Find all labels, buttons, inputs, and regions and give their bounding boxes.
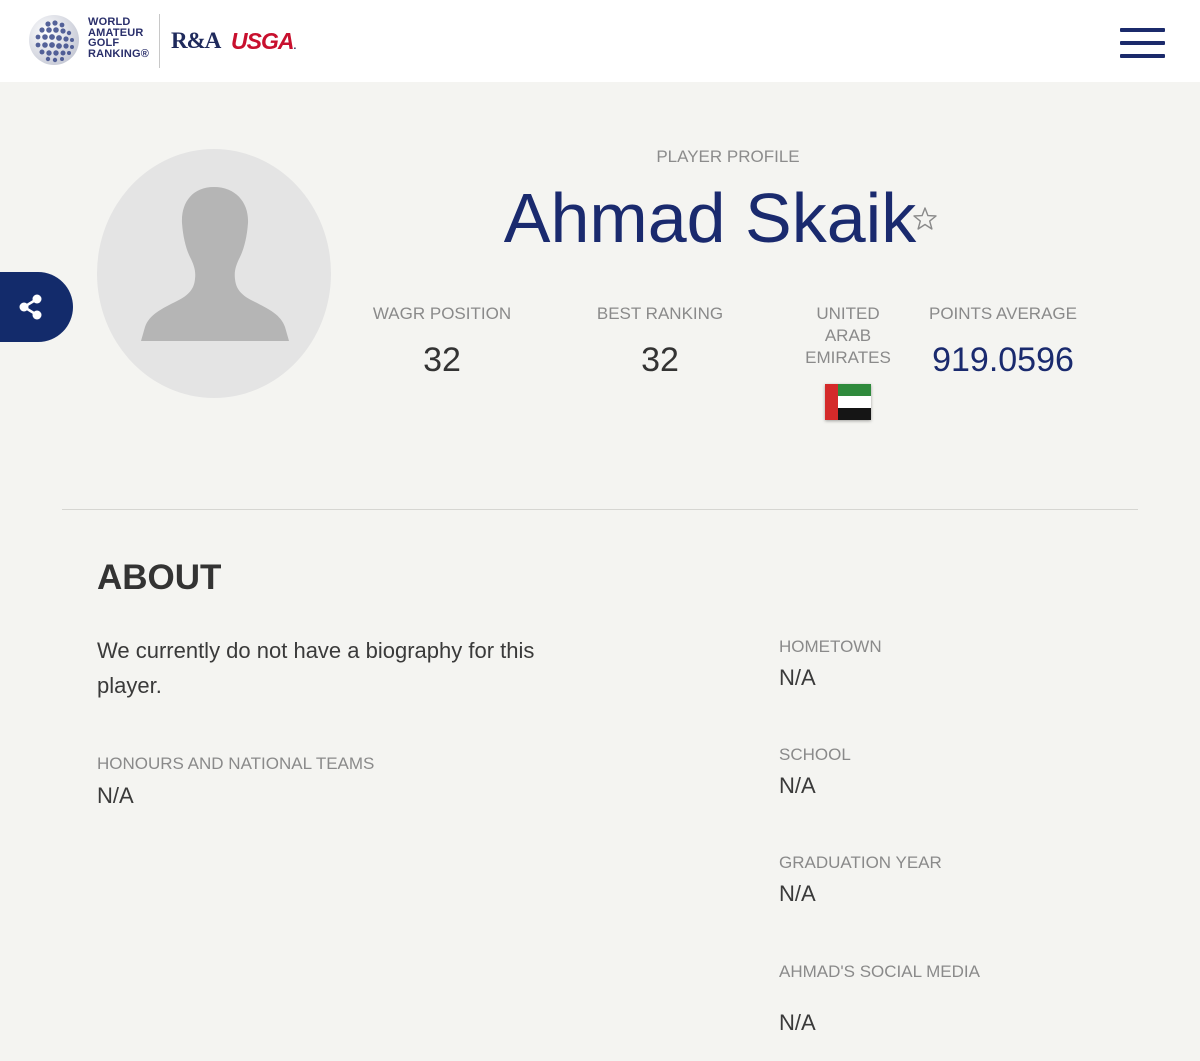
usga-logo-dot: . — [293, 41, 296, 52]
site-header: WORLD AMATEUR GOLF RANKING® R&A USGA. — [0, 0, 1200, 82]
points-average-label: POINTS AVERAGE — [928, 304, 1077, 323]
school-label: SCHOOL — [779, 745, 851, 764]
logo-divider — [159, 14, 160, 68]
country-line: ARAB — [824, 326, 872, 345]
country-line: EMIRATES — [805, 348, 891, 367]
social-media-value: N/A — [779, 1010, 816, 1035]
hamburger-menu-icon[interactable] — [1120, 26, 1165, 60]
usga-logo[interactable]: USGA. — [231, 28, 296, 55]
wagr-position-value: 32 — [423, 341, 461, 379]
honours-label: HONOURS AND NATIONAL TEAMS — [97, 754, 375, 773]
hometown-label: HOMETOWN — [779, 637, 882, 656]
person-silhouette-icon — [141, 187, 289, 341]
wagr-position-label: WAGR POSITION — [372, 304, 512, 323]
social-media-label: AHMAD'S SOCIAL MEDIA — [779, 962, 980, 981]
player-name: Ahmad Skaik — [503, 179, 917, 257]
graduation-year-value: N/A — [779, 881, 816, 906]
section-divider — [62, 509, 1138, 510]
logo-text-line: GOLF — [88, 37, 120, 49]
graduation-year-label: GRADUATION YEAR — [779, 853, 942, 872]
biography-text: We currently do not have a biography for… — [97, 638, 535, 698]
wagr-logo-text[interactable]: WORLD AMATEUR GOLF RANKING® — [88, 17, 149, 59]
share-button[interactable] — [0, 272, 73, 342]
honours-value: N/A — [97, 783, 134, 808]
hometown-value: N/A — [779, 665, 816, 690]
player-avatar — [97, 149, 331, 398]
about-heading: ABOUT — [97, 558, 222, 597]
share-icon — [19, 294, 42, 320]
ra-logo[interactable]: R&A — [171, 28, 221, 53]
school-value: N/A — [779, 773, 816, 798]
player-profile-label: PLAYER PROFILE — [656, 147, 800, 166]
favorite-star-icon[interactable] — [911, 205, 939, 233]
best-ranking-label: BEST RANKING — [596, 304, 724, 323]
wagr-golf-ball-logo-icon[interactable] — [28, 14, 80, 66]
logo-text-line: WORLD — [88, 16, 131, 28]
usga-logo-text: USGA — [231, 28, 294, 54]
country-line: UNITED — [816, 304, 880, 323]
best-ranking-value: 32 — [641, 341, 679, 379]
logo-text-line: RANKING® — [88, 47, 150, 60]
uae-flag-icon — [825, 384, 871, 420]
country-label: UNITED ARAB EMIRATES — [790, 303, 906, 369]
logo-text-line: AMATEUR — [88, 26, 144, 39]
points-average-value: 919.0596 — [932, 341, 1074, 379]
